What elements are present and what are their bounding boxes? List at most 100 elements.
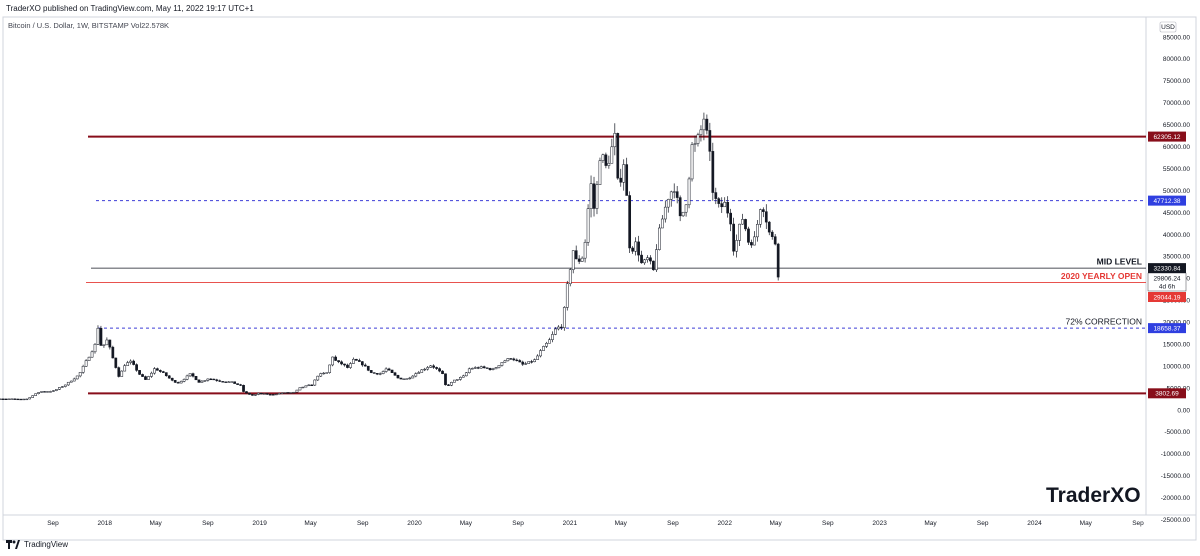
candle-body (78, 372, 82, 377)
candle-body (248, 392, 251, 395)
level-badge-bg (1148, 292, 1186, 302)
candle-body (708, 130, 712, 152)
symbol-label: Bitcoin / U.S. Dollar, 1W, BITSTAMP (8, 21, 129, 30)
candle-body (699, 129, 703, 136)
candle-body (242, 384, 245, 392)
candle-body (93, 344, 97, 353)
level-annotations: MID LEVEL 2020 YEARLY OPEN 72% CORRECTION (1061, 257, 1142, 327)
last-price-badge-bg (1147, 272, 1187, 292)
candle-body (159, 370, 162, 372)
x-tick-label: May (150, 520, 163, 527)
candle-body (182, 379, 186, 382)
x-tick-label: Sep (47, 520, 59, 527)
candle-body (271, 394, 275, 396)
candle-body (170, 377, 174, 381)
candle-body (292, 391, 296, 394)
candle-body (265, 393, 269, 395)
candle-body (438, 368, 441, 372)
candle-body (405, 378, 409, 380)
candle-body (209, 378, 213, 381)
candle-body (13, 398, 17, 400)
candle-body (363, 364, 367, 367)
candle-body (343, 363, 346, 366)
candle-body (761, 209, 765, 212)
candle-body (239, 384, 242, 386)
candle-body (542, 346, 545, 351)
candle-body (1, 398, 5, 400)
time-axis[interactable]: Sep 2018 May Sep 2019 May Sep 2020 May Sep 2021 May… (47, 520, 1144, 527)
candle-body (696, 134, 700, 144)
x-tick-label: 2024 (1027, 520, 1042, 527)
candle-body (355, 358, 358, 361)
countdown-label: 4d 6h (1159, 284, 1176, 291)
candle-body (459, 377, 462, 380)
x-tick-label: Sep (977, 520, 989, 527)
candle-body (616, 133, 620, 179)
tradingview-logo[interactable]: TradingView (6, 540, 68, 549)
candle-body (408, 377, 412, 380)
x-tick-label: Sep (1132, 520, 1144, 527)
x-tick-label: Sep (822, 520, 834, 527)
candle-body (776, 243, 780, 278)
tradingview-logo-label: TradingView (24, 540, 69, 549)
candle-body (161, 371, 165, 373)
candle-body (729, 212, 732, 225)
candle-body (450, 382, 453, 386)
level-badge: 62305.12 (1153, 134, 1180, 141)
x-tick-label: Sep (202, 520, 214, 527)
candle-body (586, 208, 590, 243)
candle-body (456, 379, 459, 381)
level-badge-bg (1148, 323, 1186, 334)
candle-body (577, 258, 581, 262)
candle-body (717, 198, 721, 204)
y-tick-label: 65000.00 (1163, 122, 1190, 129)
candle-body (702, 118, 706, 131)
candle-body (150, 372, 153, 377)
candle-body (55, 389, 58, 391)
candle-body (393, 372, 397, 376)
candle-body (574, 250, 578, 260)
y-tick-label: -10000.00 (1161, 451, 1191, 458)
candle-body (102, 344, 106, 346)
candle-body (224, 381, 228, 383)
candle-series (0, 112, 780, 401)
candle-body (262, 393, 266, 395)
candle-body (672, 191, 676, 193)
candle-body (340, 361, 343, 365)
candle-body (40, 391, 43, 393)
candle-body (649, 257, 652, 262)
candle-body (173, 380, 177, 383)
candle-body (512, 358, 516, 361)
candle-body (732, 223, 735, 252)
x-tick-label: 2023 (872, 520, 887, 527)
candle-body (491, 368, 495, 370)
candle-body (75, 375, 79, 380)
candle-body (117, 367, 121, 377)
candle-body (601, 154, 605, 161)
candle-body (69, 380, 73, 383)
y-tick-label: 40000.00 (1163, 232, 1190, 239)
candle-body (663, 206, 667, 220)
candle-body (622, 164, 626, 183)
candle-body (429, 365, 432, 368)
candle-body (693, 143, 697, 145)
y-tick-label: 0.00 (1177, 407, 1190, 414)
candle-body (84, 360, 88, 367)
y-tick-label: 50000.00 (1163, 188, 1190, 195)
candle-body (233, 381, 236, 384)
candle-body (476, 367, 480, 369)
candle-body (658, 227, 661, 250)
candle-body (221, 381, 225, 383)
candle-body (301, 386, 305, 389)
candle-body (138, 370, 141, 375)
y-tick-label: 45000.00 (1163, 210, 1190, 217)
candle-body (750, 242, 753, 246)
candle-body (105, 339, 109, 346)
candle-body (396, 375, 400, 379)
candle-body (687, 178, 691, 206)
candle-body (634, 241, 637, 252)
candle-body (726, 202, 730, 214)
candle-body (613, 133, 617, 148)
candle-body (559, 326, 563, 329)
